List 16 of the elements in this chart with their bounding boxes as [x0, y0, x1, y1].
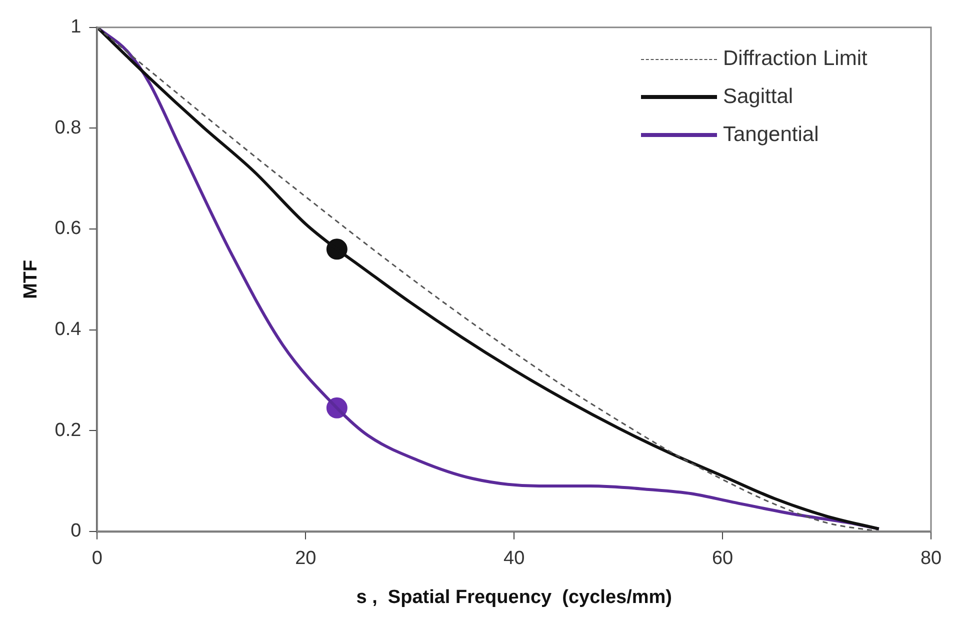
legend-label: Diffraction Limit [723, 47, 868, 72]
x-axis-title: s , Spatial Frequency (cycles/mm) [356, 586, 672, 608]
x-tick-label: 80 [920, 548, 942, 570]
x-tick-label: 20 [295, 548, 316, 570]
y-axis-title: MTF [20, 260, 42, 299]
legend-label: Tangential [723, 123, 819, 148]
y-tick-label: 0 [70, 520, 82, 542]
y-tick-label: 0.4 [54, 319, 82, 340]
x-tick-label: 60 [712, 548, 734, 570]
y-tick-label: 1 [70, 16, 82, 38]
legend-label: Sagittal [723, 85, 794, 110]
y-tick-label: 0.8 [54, 117, 82, 138]
x-tick-label: 0 [92, 548, 102, 570]
x-tick-label: 40 [504, 548, 525, 570]
y-tick-label: 0.2 [54, 420, 82, 441]
y-tick-label: 0.6 [54, 218, 82, 240]
